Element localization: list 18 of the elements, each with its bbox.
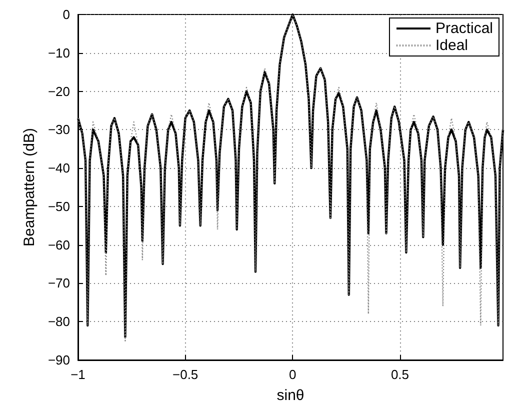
y-tick-label: −30 bbox=[48, 122, 70, 138]
x-tick-label: −0.5 bbox=[172, 367, 198, 382]
x-axis-title: sinθ bbox=[276, 387, 304, 404]
y-tick-label: −60 bbox=[48, 237, 70, 252]
y-tick-label: −20 bbox=[48, 84, 70, 99]
y-tick-label: −70 bbox=[48, 276, 70, 291]
legend-label: Practical bbox=[435, 20, 494, 37]
y-tick-label: −90 bbox=[48, 352, 70, 368]
y-tick-label: −10 bbox=[48, 45, 70, 60]
y-tick-label: 0 bbox=[62, 7, 70, 22]
y-tick-label: −80 bbox=[48, 314, 70, 330]
y-tick-label: −40 bbox=[48, 160, 70, 176]
x-tick-label: 0.5 bbox=[390, 367, 410, 382]
x-tick-label: −1 bbox=[70, 367, 86, 382]
y-axis-title: Beampattern (dB) bbox=[21, 128, 38, 246]
y-tick-label: −50 bbox=[48, 198, 70, 214]
x-tick-label: 0 bbox=[289, 367, 296, 382]
legend-label: Ideal bbox=[435, 37, 468, 54]
